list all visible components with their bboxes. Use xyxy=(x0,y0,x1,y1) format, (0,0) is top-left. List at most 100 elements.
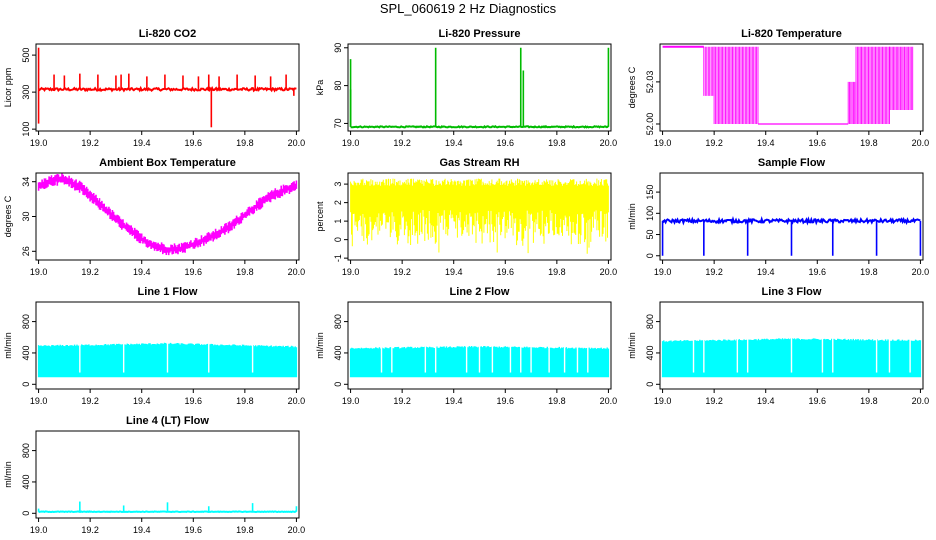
plot-area-line-1-flow xyxy=(37,341,298,378)
y-axis-label: percent xyxy=(315,201,325,232)
y-tick-label: 0 xyxy=(333,382,343,387)
x-tick-label: 19.0 xyxy=(342,138,360,148)
y-tick-label: 800 xyxy=(21,314,31,329)
plot-area-li-820-pressure xyxy=(349,47,610,129)
y-tick-label: 300 xyxy=(21,85,31,100)
panel-line-4-lt-flow: Line 4 (LT) Flow ml/min 19.0 19.2 19.4 19.6 19… xyxy=(3,415,305,535)
plot-frame xyxy=(347,172,612,261)
panel-title: Line 3 Flow xyxy=(762,286,822,298)
x-tick-label: 19.0 xyxy=(30,267,48,277)
y-tick-label: 400 xyxy=(21,345,31,360)
x-tick-label: 19.6 xyxy=(809,396,827,406)
x-tick-label: 19.8 xyxy=(236,396,254,406)
x-tick-label: 19.6 xyxy=(185,138,203,148)
y-tick-label: 0 xyxy=(645,253,655,258)
level-transitions xyxy=(855,46,890,124)
y-tick-label: 0 xyxy=(645,382,655,387)
panel-gas-stream-rh: Gas Stream RH percent 19.0 19.2 19.4 19.6 19.8… xyxy=(315,157,617,277)
y-tick-label: 400 xyxy=(21,474,31,489)
y-tick-label: 3 xyxy=(333,182,343,187)
x-tick-label: 19.0 xyxy=(30,396,48,406)
x-tick-label: 20.0 xyxy=(912,138,930,148)
y-tick-label: 2 xyxy=(333,200,343,205)
plot-area-line-3-flow xyxy=(661,337,922,378)
x-tick-label: 19.0 xyxy=(342,267,360,277)
y-axis-label: ml/min xyxy=(3,332,13,359)
plot-area-line-4-lt-flow xyxy=(37,501,298,514)
x-tick-label: 19.8 xyxy=(236,267,254,277)
level-transitions xyxy=(847,81,857,124)
series-line xyxy=(661,215,921,226)
x-tick-label: 19.4 xyxy=(445,138,463,148)
plot-frame xyxy=(659,172,924,261)
panel-title: Li-820 Temperature xyxy=(741,28,842,40)
x-tick-label: 19.4 xyxy=(757,267,775,277)
series-block xyxy=(661,338,922,378)
series-line xyxy=(38,510,297,514)
x-tick-label: 20.0 xyxy=(912,396,930,406)
plot-frame xyxy=(35,43,300,132)
panel-title: Li-820 CO2 xyxy=(139,28,196,40)
x-tick-label: 20.0 xyxy=(288,525,306,535)
plot-area-gas-stream-rh xyxy=(350,178,609,254)
x-tick-label: 19.4 xyxy=(757,396,775,406)
x-tick-label: 19.8 xyxy=(860,396,878,406)
series-line xyxy=(350,124,609,129)
x-tick-label: 19.0 xyxy=(30,138,48,148)
y-tick-label: 26 xyxy=(21,246,31,256)
x-tick-label: 20.0 xyxy=(600,267,618,277)
y-tick-label: 400 xyxy=(333,345,343,360)
plot-area-ambient-box-temperature xyxy=(37,173,298,256)
x-tick-label: 19.4 xyxy=(445,267,463,277)
series-block xyxy=(37,342,298,378)
panel-ambient-box-temperature: Ambient Box Temperature degrees C 19.0 19.2… xyxy=(3,157,305,277)
x-tick-label: 19.2 xyxy=(81,396,99,406)
x-tick-label: 19.8 xyxy=(860,267,878,277)
y-tick-label: 50 xyxy=(645,230,655,240)
x-tick-label: 19.2 xyxy=(81,267,99,277)
level-transitions xyxy=(703,46,715,96)
y-axis-label: degrees C xyxy=(627,66,637,108)
y-tick-label: 0 xyxy=(333,237,343,242)
panel-title: Gas Stream RH xyxy=(439,157,519,169)
plot-frame xyxy=(659,43,924,132)
panel-title: Ambient Box Temperature xyxy=(99,157,236,169)
panel-title: Line 1 Flow xyxy=(138,286,198,298)
panel-title: Line 4 (LT) Flow xyxy=(126,415,209,427)
panel-sample-flow: Sample Flow ml/min 19.0 19.2 19.4 19.6 19.8 20.… xyxy=(627,157,929,277)
y-tick-label: 70 xyxy=(333,118,343,128)
x-tick-label: 20.0 xyxy=(288,396,306,406)
x-tick-label: 20.0 xyxy=(600,138,618,148)
panel-li-820-pressure: Li-820 Pressure kPa 19.0 19.2 19.4 19.6 19.8 20… xyxy=(315,28,617,148)
x-tick-label: 19.8 xyxy=(548,267,566,277)
plot-frame xyxy=(347,301,612,390)
y-tick-label: 400 xyxy=(645,345,655,360)
series-band xyxy=(37,173,298,256)
panel-title: Line 2 Flow xyxy=(450,286,510,298)
x-tick-label: 19.2 xyxy=(81,138,99,148)
x-tick-label: 19.4 xyxy=(445,396,463,406)
y-tick-label: 52.03 xyxy=(645,71,655,94)
panel-title: Li-820 Pressure xyxy=(439,28,521,40)
plot-frame xyxy=(35,301,300,390)
x-tick-label: 20.0 xyxy=(600,396,618,406)
y-axis-label: ml/min xyxy=(627,332,637,359)
plot-area-li-820-temperature xyxy=(662,45,914,125)
x-tick-label: 20.0 xyxy=(912,267,930,277)
x-tick-label: 19.6 xyxy=(809,138,827,148)
x-tick-label: 19.6 xyxy=(809,267,827,277)
x-tick-label: 19.8 xyxy=(236,138,254,148)
y-tick-label: 0 xyxy=(21,511,31,516)
y-tick-label: -1 xyxy=(333,254,343,262)
y-tick-label: 800 xyxy=(333,314,343,329)
x-tick-label: 19.6 xyxy=(497,396,515,406)
level-transitions xyxy=(889,46,914,110)
y-tick-label: 800 xyxy=(645,314,655,329)
x-tick-label: 19.0 xyxy=(654,138,672,148)
y-tick-label: 800 xyxy=(21,443,31,458)
plot-frame xyxy=(659,301,924,390)
x-tick-label: 19.0 xyxy=(30,525,48,535)
y-tick-label: 100 xyxy=(645,206,655,221)
x-tick-label: 19.4 xyxy=(133,138,151,148)
y-tick-label: 30 xyxy=(21,211,31,221)
